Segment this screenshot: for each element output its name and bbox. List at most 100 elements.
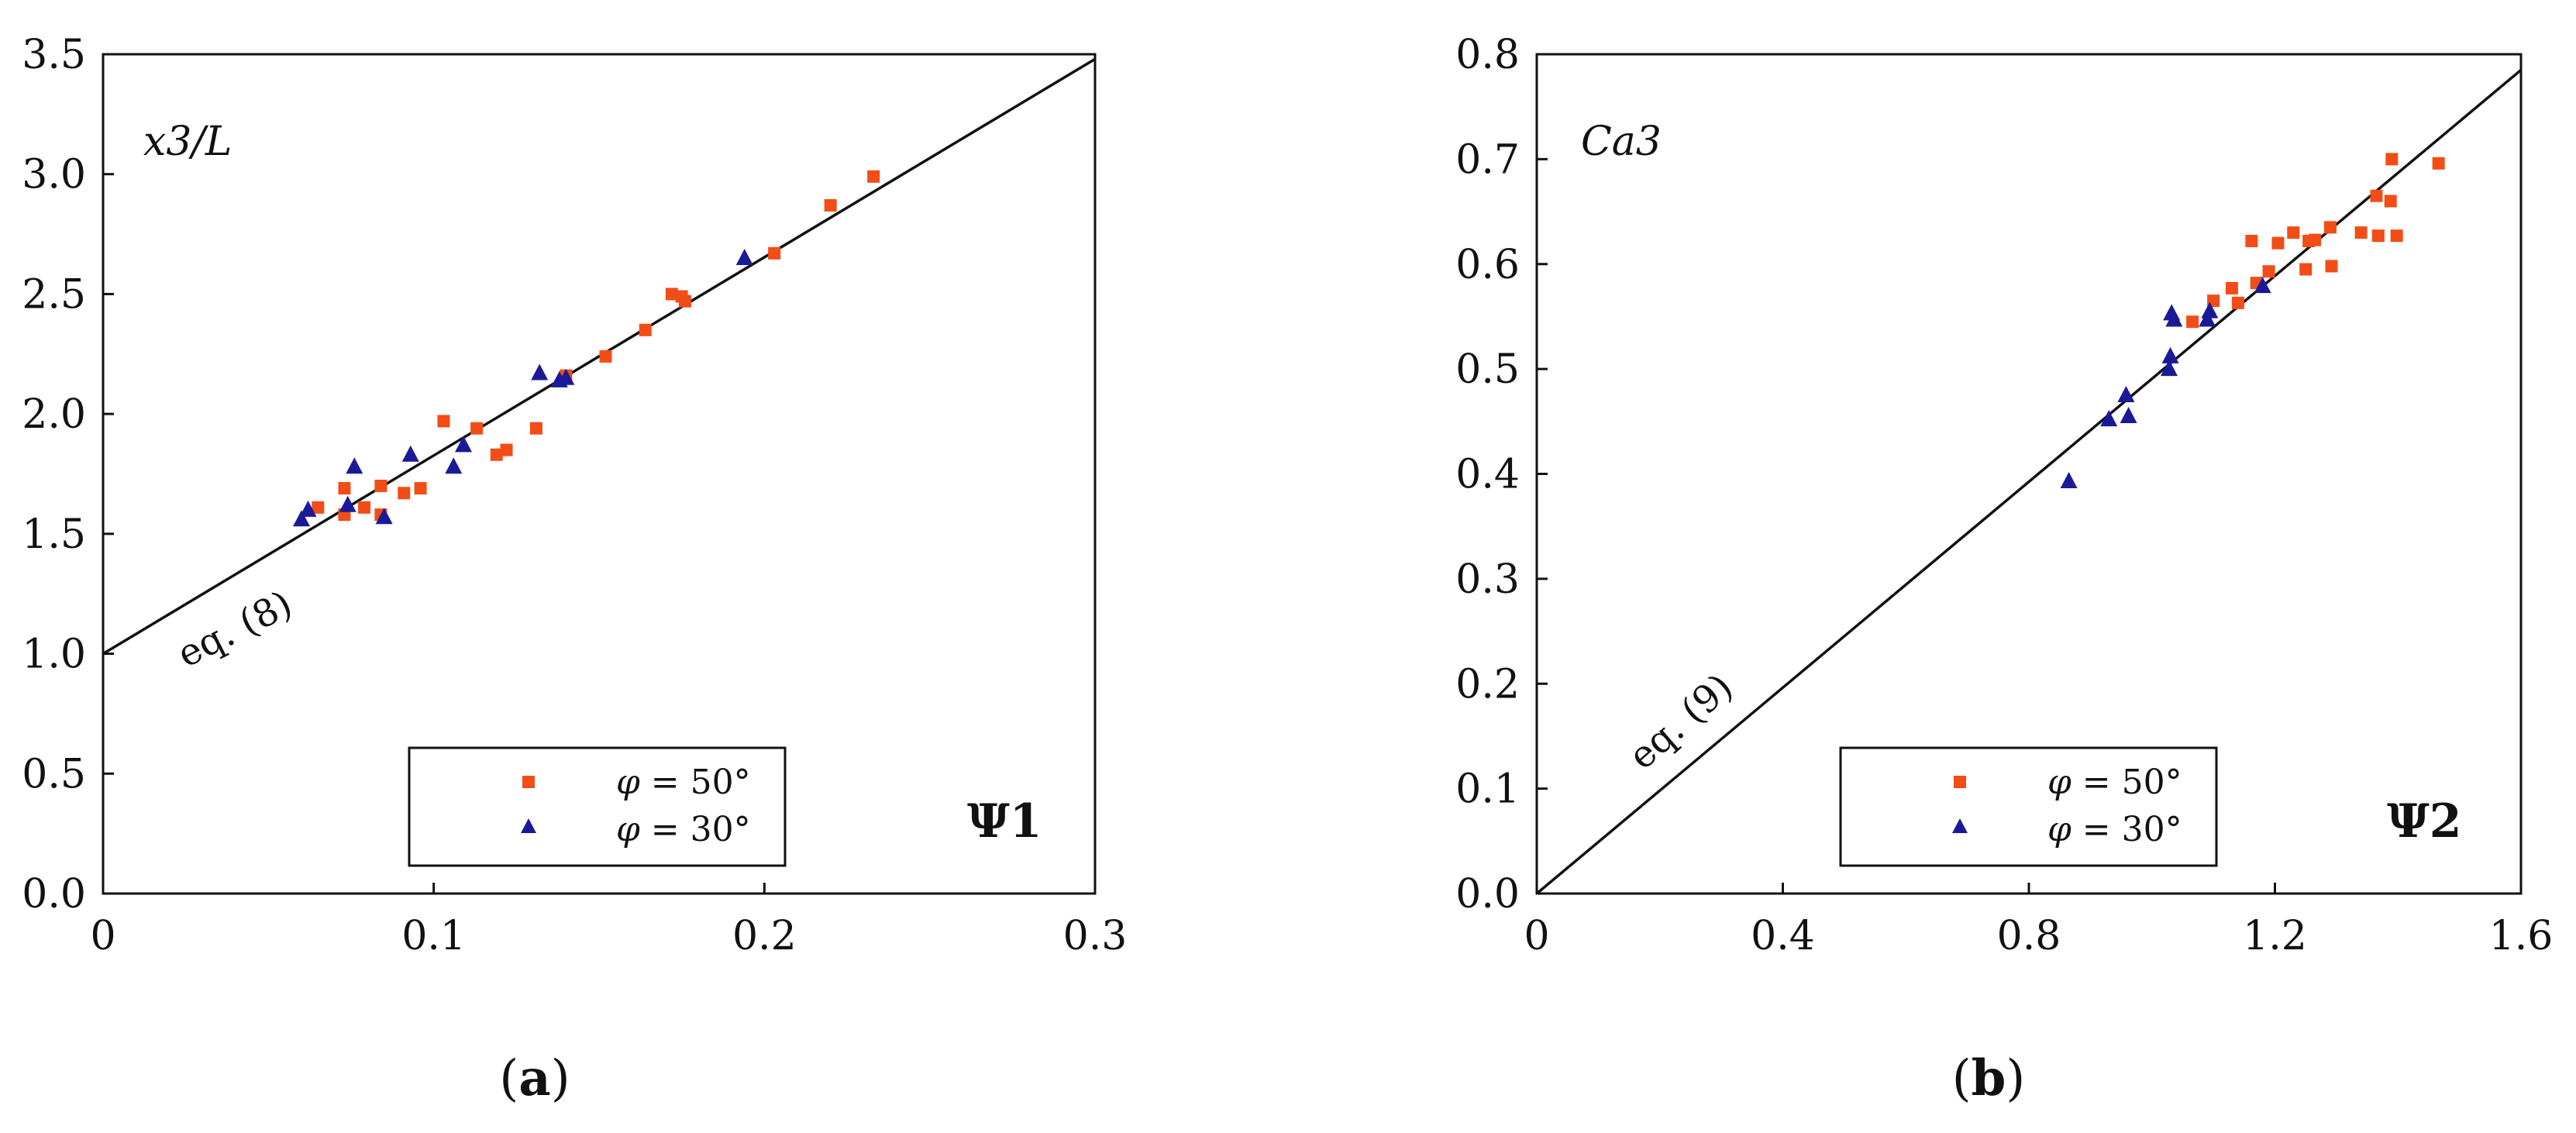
data-point-triangle [339, 495, 356, 512]
data-point-square [2323, 221, 2337, 234]
y-tick-label: 0.1 [1455, 766, 1520, 813]
data-point-triangle [299, 500, 317, 517]
fit-line-b [1535, 68, 2523, 895]
data-point-square [2271, 236, 2285, 250]
legend-marker-50-a [522, 776, 535, 788]
points-a [293, 170, 880, 527]
data-point-square [529, 422, 542, 435]
y-tick-label: 2.0 [22, 391, 86, 438]
legend-a: φ = 50° φ = 30° [408, 746, 787, 867]
data-point-square [490, 448, 503, 461]
x-tick-label: 0 [90, 913, 115, 959]
x-tick-label: 0.8 [1997, 913, 2061, 959]
y-tick-label: 0.3 [1455, 556, 1520, 603]
data-point-triangle [735, 249, 753, 266]
data-point-square [414, 482, 427, 495]
data-point-triangle [531, 363, 549, 381]
data-point-square [2287, 226, 2300, 239]
data-point-square [470, 422, 484, 435]
data-point-triangle [445, 457, 463, 474]
data-point-triangle [2201, 301, 2219, 319]
y-tick-label: 0.6 [1455, 242, 1520, 288]
x-axis-label-a: Ψ1 [967, 794, 1042, 849]
y-tick-label: 0.0 [22, 871, 86, 918]
data-point-square [374, 479, 387, 492]
x-tick-label: 1.6 [2489, 913, 2554, 959]
legend-marker-50-b [1954, 776, 1966, 788]
data-point-triangle [2160, 360, 2178, 377]
data-point-square [2309, 233, 2322, 246]
y-tick-label: 3.5 [22, 32, 86, 78]
points-b [2060, 153, 2445, 488]
data-point-square [768, 246, 781, 260]
data-point-triangle [2100, 410, 2118, 427]
data-point-square [2225, 281, 2238, 294]
data-point-square [398, 487, 411, 500]
data-point-square [2384, 195, 2397, 208]
data-point-square [2231, 296, 2244, 309]
data-point-square [312, 501, 325, 514]
data-point-triangle [2120, 407, 2137, 424]
y-tick-label: 0.2 [1455, 661, 1520, 708]
data-point-square [338, 482, 351, 495]
legend-b: φ = 50° φ = 30° [1839, 746, 2218, 867]
x-tick-label: 0 [1524, 913, 1549, 959]
data-point-square [639, 323, 652, 336]
x-tick-label: 0.3 [1063, 913, 1128, 959]
data-point-triangle [2060, 471, 2078, 488]
data-point-square [867, 170, 880, 183]
y-tick-label: 0.0 [1455, 871, 1520, 918]
y-tick-label: 0.4 [1455, 452, 1520, 498]
data-point-square [2186, 315, 2199, 329]
data-point-square [437, 415, 450, 428]
legend-label-50-b: φ = 50° [2047, 763, 2182, 802]
y-axis-label-b: Ca3 [1581, 119, 1662, 165]
x-tick-label: 0.4 [1751, 913, 1815, 959]
x-tick-label: 1.2 [2243, 913, 2307, 959]
data-point-square [2354, 226, 2368, 239]
legend-marker-30-b [1952, 818, 1968, 833]
data-point-triangle [2165, 310, 2183, 327]
legend-label-30-b: φ = 30° [2047, 810, 2182, 849]
y-tick-label: 2.5 [22, 271, 86, 318]
panel-label-b: (b) [1952, 1049, 2026, 1107]
y-tick-label: 3.0 [22, 152, 86, 198]
data-point-square [2385, 153, 2399, 166]
x-tick-label: 0.2 [732, 913, 797, 959]
data-point-square [824, 198, 837, 212]
data-point-triangle [2117, 385, 2135, 402]
y-tick-label: 0.5 [1455, 346, 1520, 393]
y-axis-label-a: x3/L [143, 119, 232, 165]
data-point-triangle [375, 508, 393, 525]
data-point-square [2370, 189, 2383, 202]
fit-line-label-b: eq. (9) [1620, 665, 1741, 778]
data-point-triangle [401, 445, 419, 462]
legend-label-50-a: φ = 50° [616, 763, 751, 802]
fit-line-label-a: eq. (8) [170, 582, 299, 676]
legend-marker-30-a [521, 818, 536, 833]
data-point-triangle [346, 457, 363, 474]
data-point-square [2325, 260, 2338, 273]
data-point-square [678, 294, 691, 308]
y-tick-label: 1.5 [22, 511, 86, 558]
panel-a: 0 0.1 0.2 0.3 0.0 0.5 1.0 1.5 2.0 2.5 3.0 3.5 eq. (… [22, 32, 1127, 1107]
data-point-square [2299, 263, 2313, 276]
panel-b: 0 0.4 0.8 1.2 1.6 0.0 0.1 0.2 0.3 0.4 0.5 0.6 0.7 0.8… [1455, 32, 2553, 1107]
data-point-square [2432, 157, 2445, 170]
legend-box-b [1839, 746, 2218, 867]
ticks-b: 0 0.4 0.8 1.2 1.6 0.0 0.1 0.2 0.3 0.4 0.5 0.6 0.7 0.8 [1455, 32, 2553, 959]
ticks-a: 0 0.1 0.2 0.3 0.0 0.5 1.0 1.5 2.0 2.5 3.0 3.5 [22, 32, 1127, 959]
data-point-triangle [455, 436, 473, 453]
data-point-square [500, 443, 513, 456]
data-point-square [665, 288, 678, 301]
data-point-triangle [557, 368, 575, 385]
data-point-square [2390, 229, 2403, 243]
y-tick-label: 0.7 [1455, 136, 1520, 183]
data-point-square [2245, 234, 2258, 247]
data-point-square [2371, 229, 2385, 243]
y-tick-label: 1.0 [22, 632, 86, 678]
data-point-square [599, 350, 612, 363]
data-point-square [2262, 265, 2275, 278]
panel-label-a: (a) [499, 1049, 570, 1107]
